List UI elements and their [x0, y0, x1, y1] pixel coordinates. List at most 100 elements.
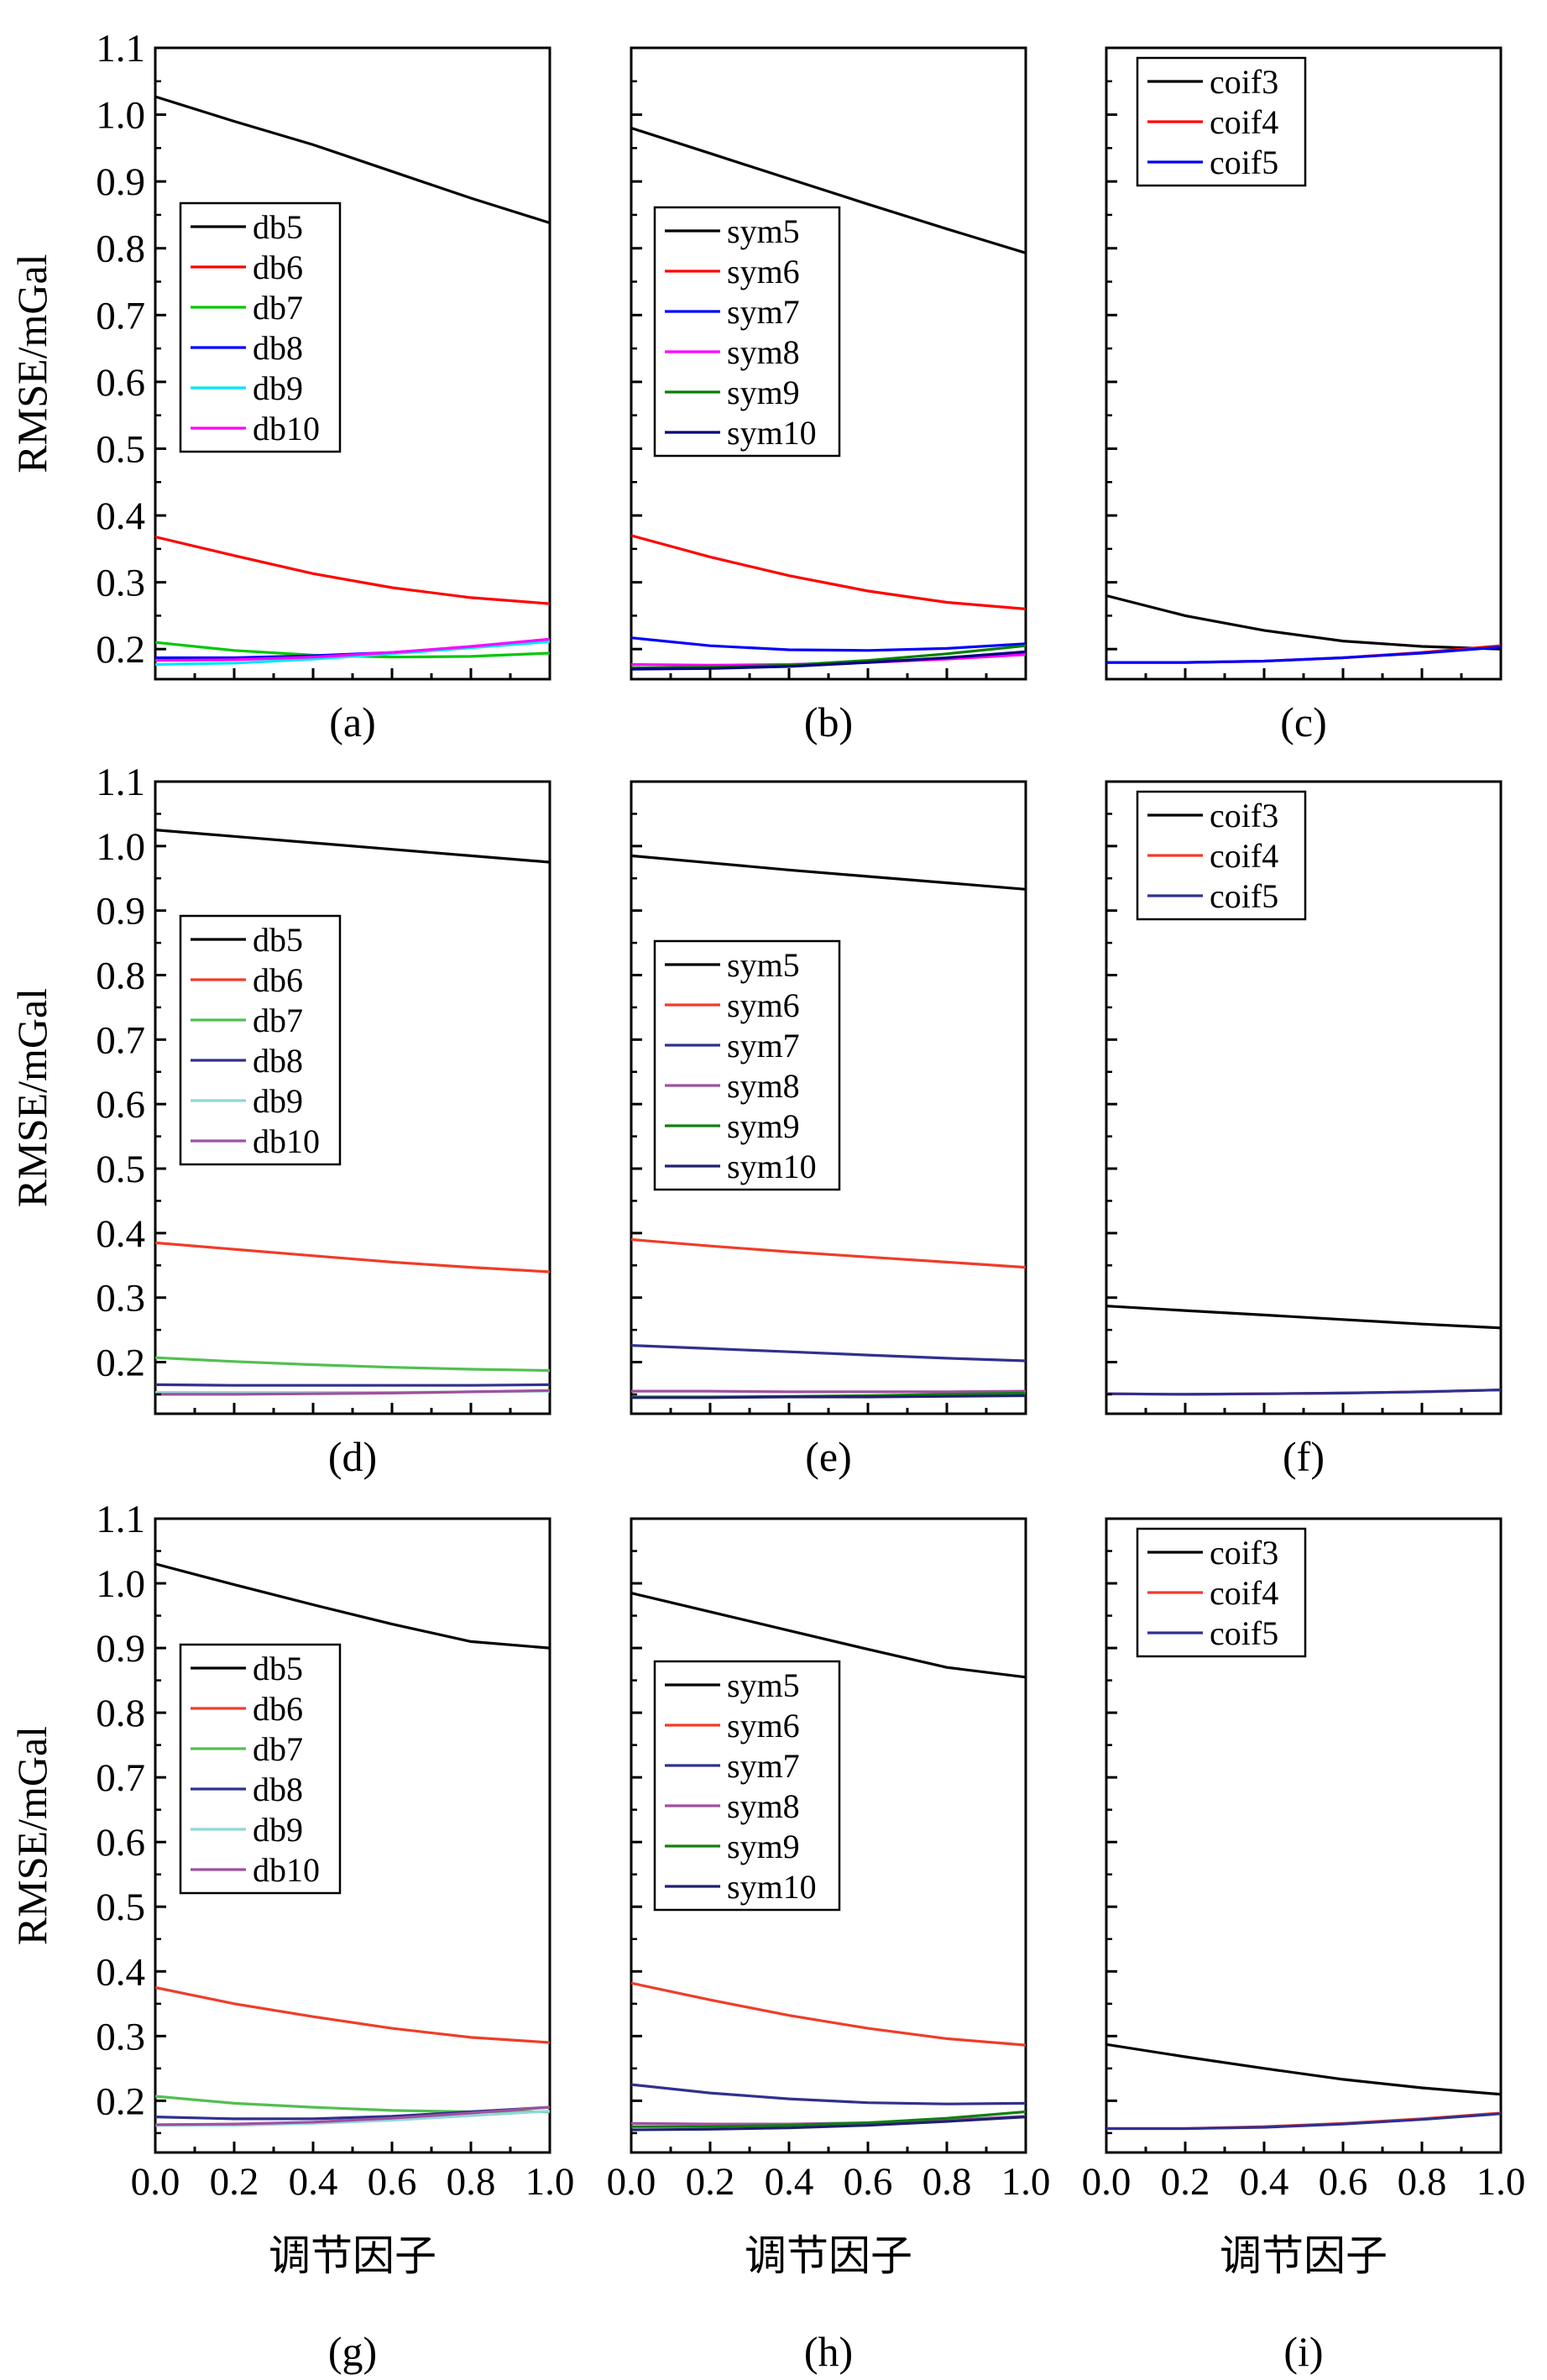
series-line-coif3 [1106, 1305, 1501, 1330]
legend-label-db6: db6 [253, 248, 303, 286]
series-line-sym8 [631, 1389, 1026, 1394]
legend-label-db8: db8 [253, 1771, 303, 1808]
y-tick-label: 0.2 [96, 2079, 145, 2123]
legend-label-db6: db6 [253, 961, 303, 999]
series-line-db10 [155, 2105, 550, 2126]
legend-label-db10: db10 [253, 1122, 320, 1160]
y-tick-label: 0.9 [96, 890, 145, 934]
y-tick-label: 0.4 [96, 1950, 145, 1994]
series-line-db10 [155, 1389, 550, 1396]
legend-label-sym6: sym6 [727, 1707, 800, 1744]
x-tick-label: 1.0 [1001, 2160, 1051, 2204]
series-line-sym7 [631, 636, 1026, 652]
panel-label: (g) [328, 2328, 377, 2375]
y-tick-label: 0.5 [96, 1148, 145, 1191]
series-group [155, 829, 550, 1396]
legend-label-db8: db8 [253, 1042, 303, 1080]
series-group [631, 126, 1026, 671]
panel-label: (i) [1283, 2328, 1323, 2375]
legend-label-db10: db10 [253, 410, 320, 447]
x-tick-label: 1.0 [1476, 2160, 1526, 2204]
x-axis-title: 调节因子 [745, 2232, 912, 2279]
series-line-db6 [155, 1985, 550, 2044]
x-tick-label: 0.4 [765, 2160, 814, 2204]
y-tick-label: 0.9 [96, 160, 145, 204]
legend-label-sym6: sym6 [727, 253, 800, 290]
legend-label-db9: db9 [253, 1811, 303, 1849]
y-axis-title: RMSE/mGal [8, 254, 55, 473]
legend-label-db6: db6 [253, 1690, 303, 1728]
legend-label-sym9: sym9 [727, 1107, 800, 1145]
series-line-sym10 [631, 1394, 1026, 1399]
panel-label: (h) [804, 2328, 853, 2375]
series-line-db7 [155, 1356, 550, 1373]
legend-label-db10: db10 [253, 1851, 320, 1889]
y-tick-label: 0.8 [96, 1692, 145, 1735]
legend-label-sym7: sym7 [727, 1027, 800, 1064]
y-tick-label: 1.1 [96, 1498, 145, 1541]
x-tick-label: 0.2 [210, 2160, 259, 2204]
x-tick-label: 0.2 [1161, 2160, 1210, 2204]
series-line-sym5 [631, 126, 1026, 254]
y-tick-label: 0.5 [96, 427, 145, 471]
y-axis-title: RMSE/mGal [8, 988, 55, 1207]
legend-label-sym10: sym10 [727, 414, 817, 452]
legend-label-db7: db7 [253, 289, 303, 327]
panel-g: 0.2 0.3 0.4 0.5 0.6 0.7 0.8 0.9 1.0 1.1 0.0 0.2 0.4 0… [8, 1498, 574, 2375]
panel-label: (b) [804, 698, 853, 745]
x-axis-title: 调节因子 [269, 2232, 436, 2279]
legend-label-coif3: coif3 [1210, 1534, 1278, 1572]
series-group [1106, 2043, 1501, 2131]
x-tick-label: 0.8 [922, 2160, 972, 2204]
y-tick-label: 0.3 [96, 562, 145, 605]
y-tick-label: 0.8 [96, 228, 145, 271]
series-line-coif5 [1106, 646, 1501, 664]
series-group [631, 1592, 1026, 2132]
x-tick-label: 0.0 [607, 2160, 656, 2204]
legend-label-sym9: sym9 [727, 374, 800, 411]
legend-label-coif5: coif5 [1210, 1614, 1278, 1652]
series-line-sym10 [631, 650, 1026, 671]
x-tick-label: 0.0 [131, 2160, 180, 2204]
series-group [155, 95, 550, 667]
legend-label-db5: db5 [253, 921, 303, 959]
series-line-db6 [155, 535, 550, 605]
legend-label-db9: db9 [253, 369, 303, 407]
y-tick-label: 1.0 [96, 1562, 145, 1606]
legend-label-db5: db5 [253, 1650, 303, 1687]
series-line-db10 [155, 637, 550, 662]
series-line-coif3 [1106, 2043, 1501, 2096]
legend-box [179, 914, 342, 1166]
panel-d: 0.2 0.3 0.4 0.5 0.6 0.7 0.8 0.9 1.0 1.1 RMSE/mGal (… [8, 761, 551, 1480]
legend-box [653, 1660, 841, 1912]
legend-label-db7: db7 [253, 1730, 303, 1768]
y-tick-label: 0.4 [96, 494, 145, 538]
panel-a: 0.2 0.3 0.4 0.5 0.6 0.7 0.8 0.9 1.0 1.1 RMSE/mGal (… [8, 27, 551, 745]
series-line-sym5 [631, 854, 1026, 891]
y-tick-label: 0.3 [96, 2015, 145, 2058]
series-line-coif5 [1106, 1389, 1501, 1396]
x-tick-label: 0.8 [1398, 2160, 1447, 2204]
legend-label-sym9: sym9 [727, 1828, 800, 1865]
series-line-sym5 [631, 1592, 1026, 1679]
y-tick-label: 1.1 [96, 761, 145, 804]
x-tick-label: 0.6 [844, 2160, 893, 2204]
series-group [1106, 594, 1501, 664]
legend-box [1136, 790, 1307, 921]
y-tick-label: 0.5 [96, 1886, 145, 1929]
y-tick-label: 1.0 [96, 825, 145, 869]
series-line-coif3 [1106, 594, 1501, 651]
series-line-db6 [155, 1241, 550, 1274]
y-tick-label: 0.2 [96, 1342, 145, 1385]
series-line-sym7 [631, 1344, 1026, 1363]
legend-label-sym5: sym5 [727, 212, 800, 250]
panel-label: (d) [328, 1433, 377, 1480]
y-tick-label: 1.0 [96, 94, 145, 138]
y-tick-label: 0.7 [96, 1018, 145, 1062]
